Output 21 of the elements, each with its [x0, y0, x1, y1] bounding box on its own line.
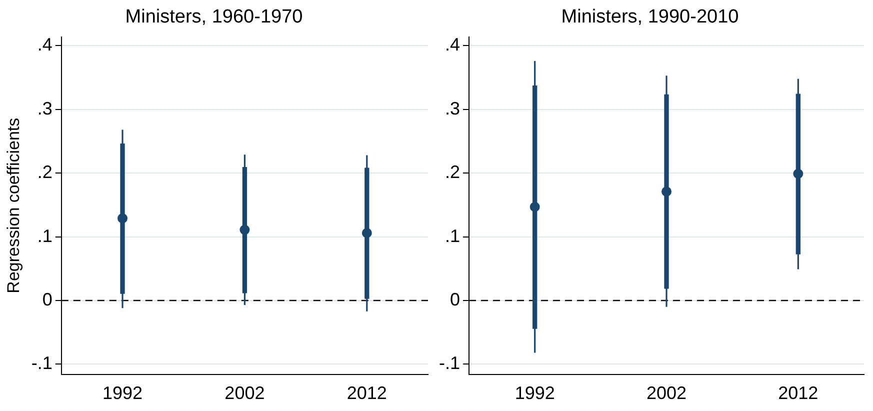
- x-tick-label: 2002: [646, 383, 687, 404]
- x-tick-label: 1992: [102, 383, 143, 404]
- y-tick-label: -.1: [438, 353, 460, 374]
- y-tick-label: .1: [444, 226, 460, 246]
- y-tick-label: 0: [42, 289, 52, 310]
- y-tick-label: .1: [37, 226, 52, 246]
- y-tick-label: .2: [444, 162, 460, 182]
- y-axis-title: Regression coefficients: [4, 118, 23, 294]
- x-tick-label: 1992: [514, 383, 555, 404]
- y-tick-label: .2: [37, 162, 52, 182]
- chart-title: Ministers, 1990-2010: [561, 6, 739, 28]
- x-tick-label: 2002: [224, 383, 265, 404]
- y-tick-label: .3: [444, 98, 460, 118]
- chart-title: Ministers, 1960-1970: [125, 6, 303, 28]
- y-tick-label: .4: [444, 34, 460, 55]
- y-tick-label: .4: [37, 34, 52, 55]
- x-tick-label: 2012: [778, 383, 818, 404]
- y-tick-label: 0: [450, 289, 460, 310]
- y-tick-label: -.1: [31, 353, 52, 374]
- x-tick-label: 2012: [346, 383, 387, 404]
- y-tick-label: .3: [37, 98, 52, 118]
